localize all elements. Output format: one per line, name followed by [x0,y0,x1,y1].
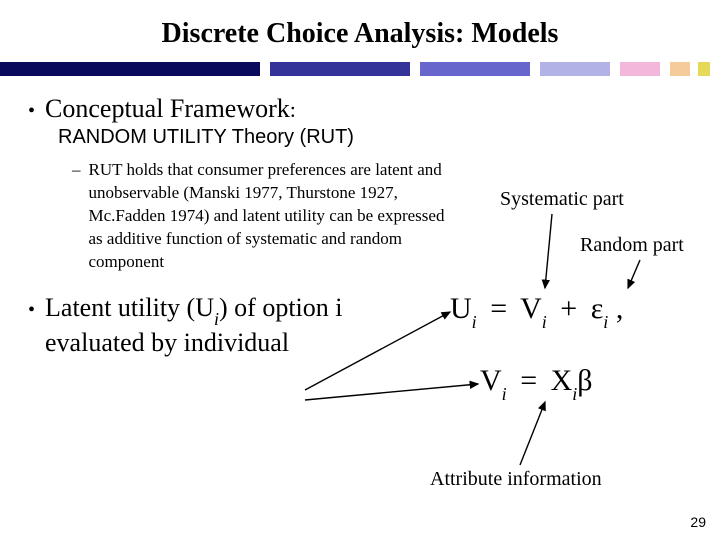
bar-segment [670,62,690,76]
text-a: Latent utility (U [45,293,214,322]
bar-segment [540,62,610,76]
eq-sub: i [603,312,608,332]
eq-plus: + [554,292,583,325]
dash-icon: – [72,159,81,274]
label-random: Random part [580,234,684,257]
bar-segment [270,62,410,76]
label-systematic: Systematic part [500,188,624,211]
eq-equals: = [484,292,513,325]
bullet-conceptual-framework: • Conceptual Framework: [28,94,700,124]
bar-segment [0,62,260,76]
eq-beta: β [577,364,592,397]
bullet-colon: : [290,97,296,122]
bullet-text: Conceptual Framework: [45,94,296,124]
bar-segment [620,62,660,76]
label-attribute-info: Attribute information [430,468,602,491]
eq-sub: i [502,384,507,404]
equation-systematic: Vi = Xiβ [480,364,593,402]
eq-V: V [520,292,542,325]
slide-title: Discrete Choice Analysis: Models [0,0,720,62]
eq-V: V [480,364,502,397]
bullet-text-pre: Conceptual Framework [45,94,290,123]
bullet-dot: • [28,101,35,121]
equation-utility: Ui = Vi + εi , [450,292,623,330]
nested-text: RUT holds that consumer preferences are … [89,159,453,274]
nested-bullet: – RUT holds that consumer preferences ar… [72,159,452,274]
subscript-i: i [214,309,219,329]
eq-equals: = [514,364,543,397]
equations-area: Systematic part Random part Ui = Vi + εi… [440,188,710,448]
page-number: 29 [690,514,706,530]
color-bar [0,62,720,76]
eq-sub: i [542,312,547,332]
bar-segment [698,62,710,76]
bullet-latent-utility: • Latent utility (Ui) of option i evalua… [28,292,398,360]
eq-U: U [450,292,472,325]
eq-X: X [551,364,573,397]
eq-eps: ε [591,292,604,325]
subheading-rut: RANDOM UTILITY Theory (RUT) [58,126,700,149]
eq-sub: i [472,312,477,332]
eq-sub: i [572,384,577,404]
eq-comma: , [616,292,624,325]
bullet-text: Latent utility (Ui) of option i evaluate… [45,292,398,360]
bullet-dot: • [28,300,35,320]
bar-segment [420,62,530,76]
